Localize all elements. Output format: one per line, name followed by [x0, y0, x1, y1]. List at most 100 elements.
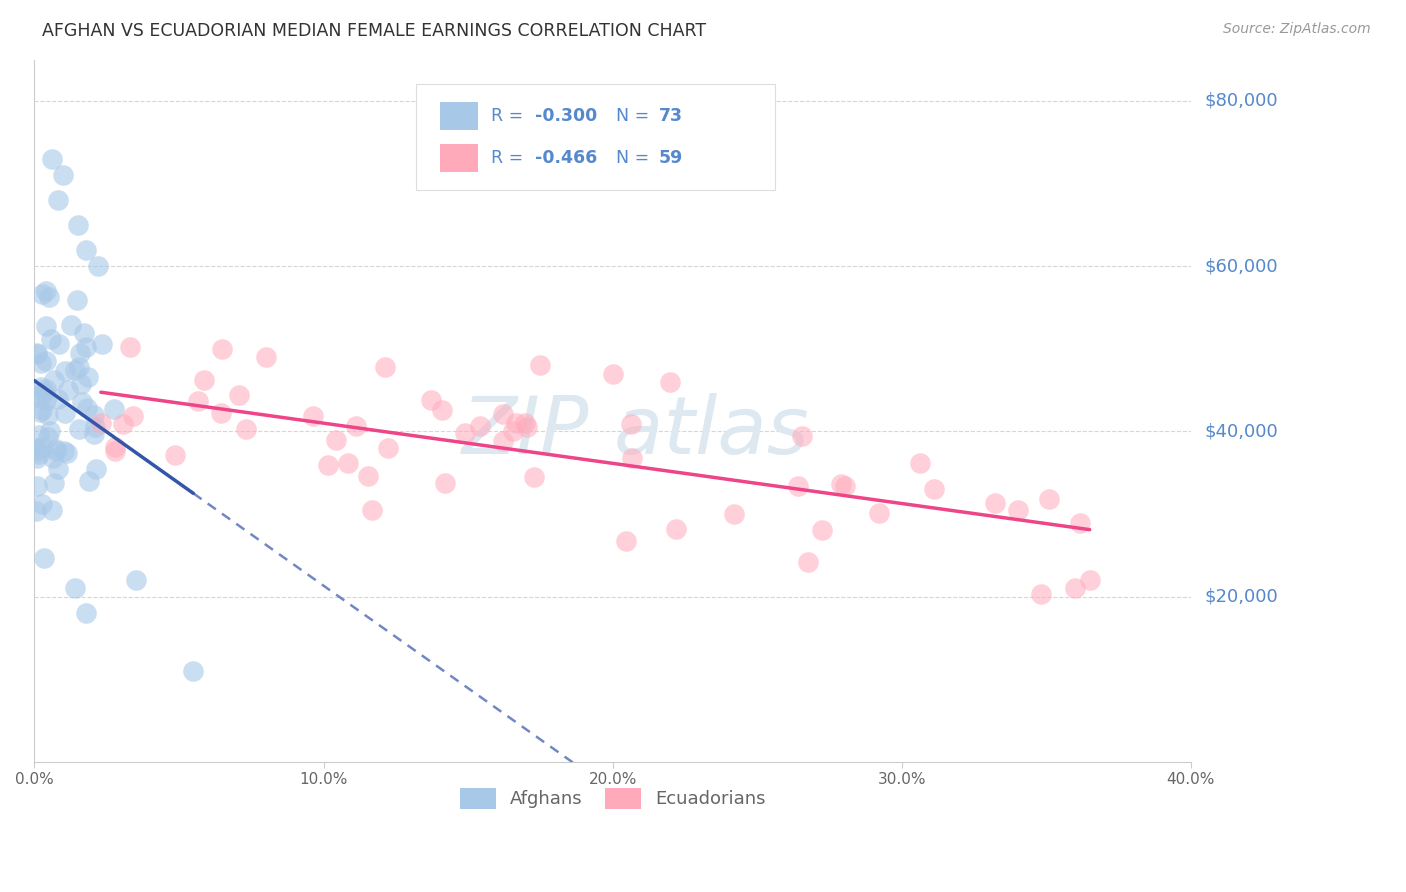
Point	[39, 332, 62, 346]
Text: -0.466: -0.466	[536, 149, 598, 167]
Point	[211, 406, 233, 420]
Point	[523, 469, 546, 483]
Point	[1038, 491, 1060, 506]
Point	[53, 364, 76, 378]
Point	[796, 555, 818, 569]
Text: $40,000: $40,000	[1205, 422, 1278, 441]
Point	[1064, 582, 1087, 596]
Point	[25, 450, 48, 465]
Legend: Afghans, Ecuadorians: Afghans, Ecuadorians	[453, 780, 773, 816]
Text: -0.300: -0.300	[536, 107, 598, 125]
Text: N =: N =	[616, 107, 655, 125]
Point	[31, 287, 53, 301]
Point	[621, 451, 644, 466]
Point	[56, 446, 79, 460]
Point	[75, 606, 97, 620]
Point	[492, 407, 515, 421]
Point	[193, 372, 215, 386]
Point	[65, 581, 87, 595]
Point	[620, 417, 643, 431]
Point	[318, 458, 340, 472]
Point	[922, 482, 945, 496]
Point	[55, 406, 77, 420]
Point	[66, 218, 89, 232]
Point	[48, 337, 70, 351]
Text: N =: N =	[616, 149, 655, 167]
Point	[76, 401, 98, 416]
Text: ZIP atlas: ZIP atlas	[463, 392, 810, 471]
Point	[66, 293, 89, 307]
Point	[183, 664, 205, 678]
Point	[502, 424, 524, 438]
Point	[118, 340, 141, 354]
Point	[30, 380, 52, 394]
Point	[27, 427, 49, 442]
Point	[30, 387, 52, 401]
Point	[31, 402, 53, 417]
Point	[165, 449, 187, 463]
Point	[790, 429, 813, 443]
Point	[35, 382, 58, 396]
Point	[811, 523, 834, 537]
Point	[42, 451, 65, 466]
Point	[420, 393, 443, 408]
Point	[41, 503, 63, 517]
Point	[35, 284, 58, 298]
Point	[70, 395, 93, 409]
Point	[69, 346, 91, 360]
Point	[32, 550, 55, 565]
Point	[1031, 587, 1053, 601]
Point	[103, 402, 125, 417]
Point	[53, 443, 76, 458]
Point	[27, 347, 49, 361]
Text: Source: ZipAtlas.com: Source: ZipAtlas.com	[1223, 22, 1371, 37]
Point	[121, 409, 143, 423]
Point	[830, 476, 852, 491]
Text: R =: R =	[491, 149, 529, 167]
Point	[91, 336, 114, 351]
Point	[187, 393, 209, 408]
Point	[377, 442, 399, 456]
Point	[302, 409, 325, 423]
Point	[1007, 503, 1029, 517]
Point	[84, 462, 107, 476]
Point	[659, 375, 682, 389]
Text: $80,000: $80,000	[1205, 92, 1278, 110]
Text: 73: 73	[659, 107, 683, 125]
Point	[235, 422, 257, 436]
Point	[35, 353, 58, 368]
Point	[38, 290, 60, 304]
Point	[75, 340, 97, 354]
Point	[111, 417, 134, 431]
Point	[25, 444, 48, 458]
Point	[52, 168, 75, 182]
Text: $60,000: $60,000	[1205, 257, 1278, 275]
Point	[70, 377, 93, 392]
Point	[25, 504, 48, 518]
Point	[211, 342, 233, 356]
Point	[83, 408, 105, 422]
Point	[516, 419, 538, 434]
Point	[67, 360, 90, 375]
Point	[723, 507, 745, 521]
Point	[602, 367, 624, 381]
Point	[83, 427, 105, 442]
Text: $20,000: $20,000	[1205, 588, 1278, 606]
Point	[254, 350, 277, 364]
Point	[37, 430, 59, 444]
Point	[65, 363, 87, 377]
Point	[90, 416, 112, 430]
Point	[25, 346, 48, 360]
Point	[25, 479, 48, 493]
Point	[46, 392, 69, 406]
Point	[25, 441, 48, 455]
Point	[35, 392, 58, 407]
Point	[834, 479, 856, 493]
Point	[30, 356, 52, 370]
Text: 59: 59	[659, 149, 683, 167]
Point	[46, 462, 69, 476]
Point	[28, 447, 51, 461]
Point	[73, 326, 96, 341]
Point	[31, 497, 53, 511]
FancyBboxPatch shape	[440, 144, 478, 172]
